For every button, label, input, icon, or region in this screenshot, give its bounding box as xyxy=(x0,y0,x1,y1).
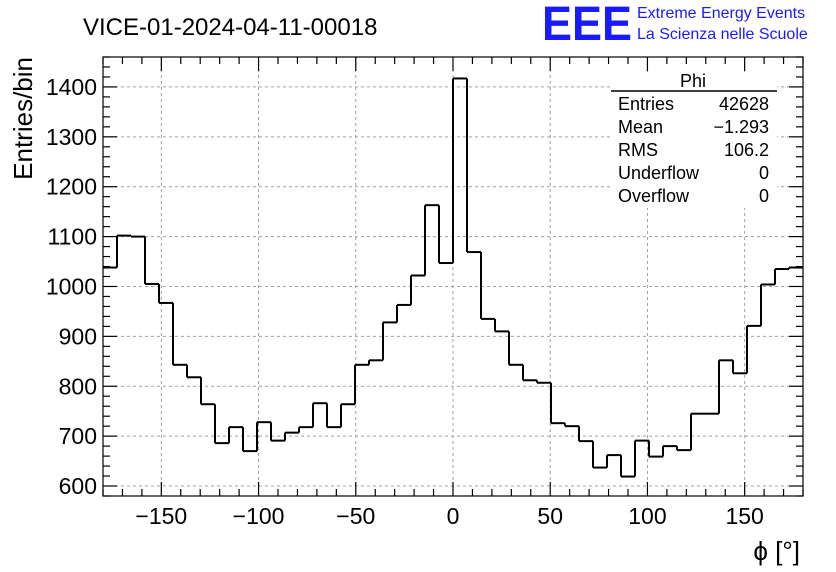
y-tick-label: 600 xyxy=(59,473,97,499)
stats-value-rms: 106.2 xyxy=(724,140,769,160)
x-tick-label: −150 xyxy=(135,503,187,529)
y-tick-label: 700 xyxy=(59,423,97,449)
y-tick-label: 1200 xyxy=(46,174,97,200)
x-tick-label: 50 xyxy=(537,503,563,529)
y-tick-label: 1400 xyxy=(46,74,97,100)
x-tick-label: 100 xyxy=(628,503,666,529)
tick-labels: −150 −100 −50 0 50 100 150 600 700 800 900 1000 1100… xyxy=(46,74,764,529)
stats-box: Phi Entries 42628 Mean −1.293 RMS 106.2 … xyxy=(611,71,777,208)
x-tick-label: −50 xyxy=(336,503,375,529)
x-tick-label: 0 xyxy=(447,503,460,529)
logo-subtitle-2: La Scienza nelle Scuole xyxy=(637,26,808,43)
x-tick-label: −100 xyxy=(233,503,285,529)
eee-logo: EEE xyxy=(542,0,632,51)
axis-ticks xyxy=(102,56,804,497)
y-tick-label: 900 xyxy=(59,323,97,349)
stats-box-background xyxy=(611,72,777,208)
histogram-bars xyxy=(103,77,803,478)
y-tick-label: 800 xyxy=(59,373,97,399)
stats-label-mean: Mean xyxy=(618,117,663,137)
stats-value-entries: 42628 xyxy=(719,94,769,114)
stats-label-underflow: Underflow xyxy=(618,163,700,183)
stats-box-title: Phi xyxy=(680,71,706,91)
y-tick-label: 1300 xyxy=(46,124,97,150)
stats-label-rms: RMS xyxy=(618,140,658,160)
stats-label-entries: Entries xyxy=(618,94,674,114)
stats-value-mean: −1.293 xyxy=(713,117,769,137)
y-tick-label: 1100 xyxy=(48,224,97,250)
stats-label-overflow: Overflow xyxy=(618,186,690,206)
x-tick-label: 150 xyxy=(725,503,763,529)
y-tick-label: 1000 xyxy=(46,273,97,299)
y-axis-label: Entries/bin xyxy=(8,57,38,180)
chart-title: VICE-01-2024-04-11-00018 xyxy=(83,14,377,41)
logo-subtitle-1: Extreme Energy Events xyxy=(637,5,805,22)
x-axis-label: ϕ [°] xyxy=(753,536,800,566)
stats-value-overflow: 0 xyxy=(759,186,769,206)
stats-value-underflow: 0 xyxy=(759,163,769,183)
